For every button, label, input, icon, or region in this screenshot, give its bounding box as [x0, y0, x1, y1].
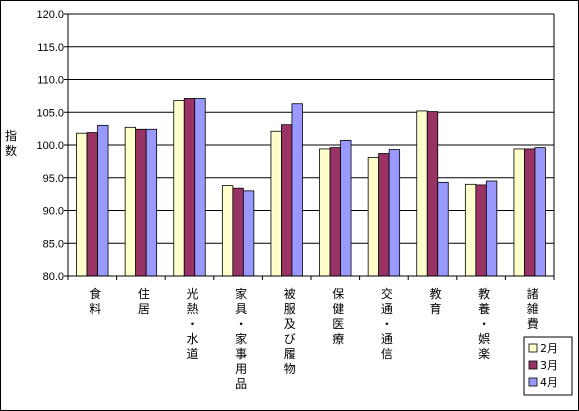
y-tick-label: 105.0 — [36, 107, 64, 119]
bar-3月-2 — [135, 128, 147, 277]
y-tick-label: 110.0 — [37, 75, 64, 87]
bar-3月-9 — [475, 184, 487, 277]
bar-2月-9 — [464, 183, 477, 277]
bar-4月-7 — [388, 149, 401, 277]
bar-4月-2 — [145, 128, 158, 277]
bar-3月-7 — [378, 153, 390, 277]
legend-label: 4月 — [540, 376, 558, 389]
category-label: 保健医療 — [332, 287, 344, 346]
bar-3月-3 — [183, 98, 196, 277]
y-tick-label: 120.0 — [36, 9, 64, 21]
bar-4月-3 — [194, 98, 206, 277]
bar-3月-10 — [524, 148, 536, 277]
bar-4月-8 — [437, 181, 449, 277]
bar-4月-4 — [242, 190, 255, 277]
y-tick-labels: 80.0 85.0 90.0 95.0 100.0 105.0 110.0 115.0 120.… — [36, 9, 64, 283]
y-tick-label: 80.0 — [43, 271, 64, 283]
bar-2月-6 — [319, 148, 331, 277]
legend: 2月 3月 4月 — [523, 336, 573, 396]
bar-2月-2 — [124, 126, 137, 277]
y-tick-label: 115.0 — [37, 42, 64, 54]
category-label: 家具・家事用品 — [235, 286, 247, 391]
bar-4月-10 — [534, 147, 546, 277]
bar-2月-1 — [76, 132, 88, 277]
category-label: 住居 — [138, 287, 150, 316]
bar-4月-6 — [340, 140, 352, 277]
legend-swatch — [528, 377, 538, 387]
category-label: 食料 — [89, 286, 101, 316]
bars — [76, 98, 546, 277]
legend-label: 2月 — [540, 342, 558, 355]
category-label: 交通・通信 — [381, 286, 393, 361]
legend-label: 3月 — [540, 359, 558, 372]
bar-3月-8 — [426, 111, 439, 277]
bar-3月-5 — [281, 124, 293, 277]
category-label: 諸雑費 — [527, 286, 539, 331]
axes — [64, 13, 555, 280]
bar-2月-4 — [221, 185, 234, 277]
y-tick-label: 85.0 — [43, 238, 64, 250]
bar-2月-5 — [270, 130, 282, 277]
bar-3月-6 — [329, 147, 341, 277]
category-label: 被服及び履物 — [284, 287, 296, 376]
category-label: 光熱・水道 — [186, 287, 198, 361]
bar-4月-9 — [485, 180, 498, 277]
bar-3月-1 — [86, 132, 98, 277]
bar-4月-5 — [291, 103, 303, 277]
y-tick-label: 95.0 — [43, 173, 64, 185]
bar-2月-3 — [173, 100, 185, 277]
category-label: 教養・娯楽 — [478, 286, 490, 361]
category-label: 教育 — [429, 286, 441, 316]
legend-swatch — [528, 343, 538, 353]
category-labels: 食料 住居 光熱・水道 家具・家事用品 被服及び履物 保健医療 交通・通信 教育 教養・娯楽 諸雑… — [89, 286, 538, 391]
bar-2月-8 — [416, 110, 428, 277]
y-tick-label: 100.0 — [36, 140, 64, 152]
legend-swatch — [528, 360, 538, 370]
bar-2月-10 — [513, 148, 525, 277]
y-tick-label: 90.0 — [43, 206, 64, 218]
y-axis-label: 指数 — [5, 128, 17, 158]
bar-3月-4 — [232, 187, 244, 277]
bar-2月-7 — [367, 157, 380, 277]
bar-4月-1 — [97, 124, 109, 277]
